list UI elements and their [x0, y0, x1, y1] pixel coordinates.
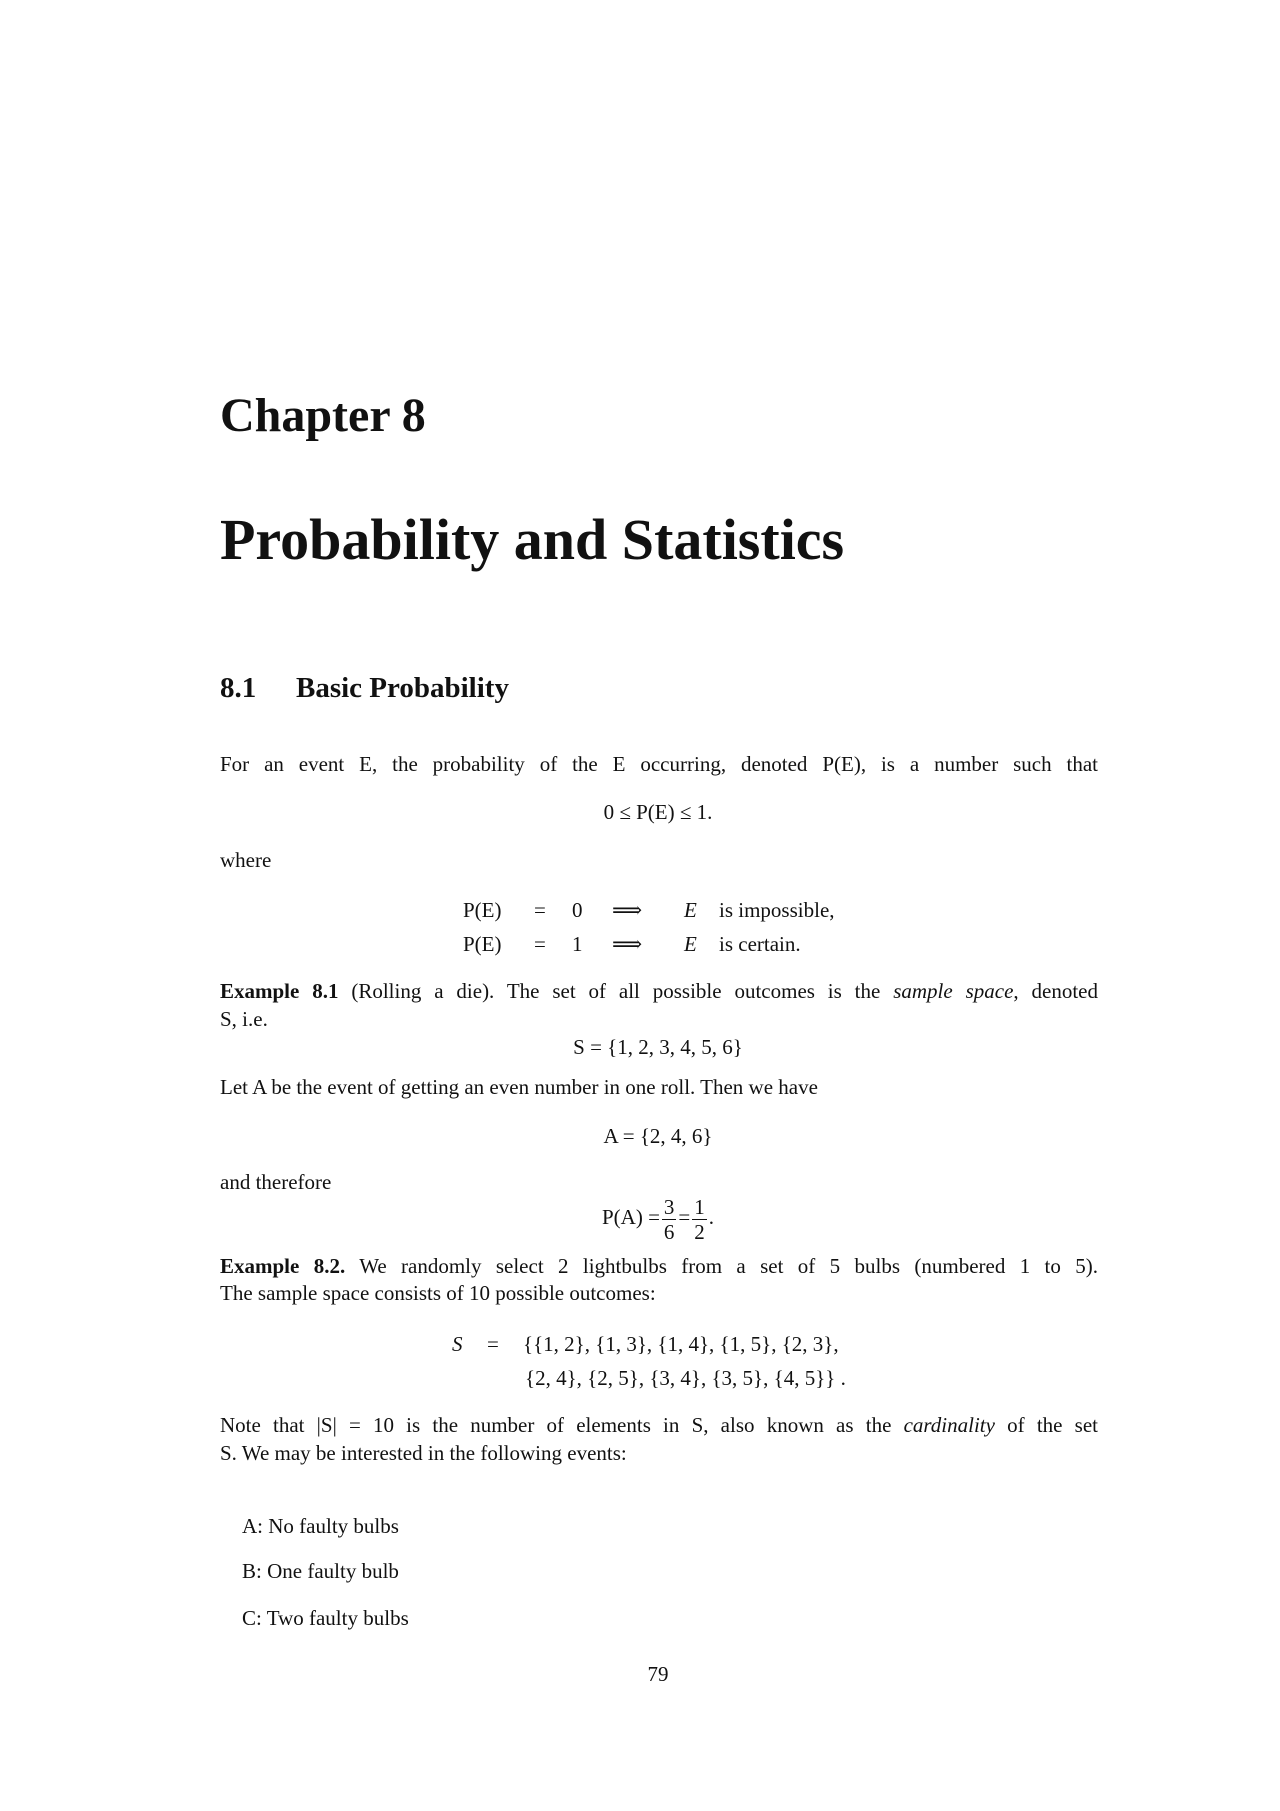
- implies-symbol: ⟹: [612, 932, 643, 956]
- event-label: C:: [242, 1606, 262, 1630]
- equation-probability-a: P(A) = 3 6 = 1 2.: [601, 1194, 715, 1244]
- denominator: 6: [663, 1219, 675, 1244]
- numerator: 1: [692, 1194, 707, 1220]
- event-text: Two faulty bulbs: [266, 1606, 409, 1630]
- case-lhs: P(E): [463, 898, 502, 922]
- term-cardinality: cardinality: [903, 1413, 995, 1437]
- example-label: Example 8.2.: [220, 1254, 346, 1278]
- example-8-1-line1: Example 8.1 (Rolling a die). The set of …: [220, 977, 1098, 1005]
- chapter-label: Chapter 8: [220, 389, 426, 442]
- event-a-text: Let A be the event of getting an even nu…: [220, 1075, 818, 1099]
- example-8-2-line1: Example 8.2. We randomly select 2 lightb…: [220, 1252, 1098, 1280]
- case-val: 1: [572, 932, 583, 956]
- eq-lhs: P(A) =: [601, 1205, 660, 1229]
- section-heading: 8.1 Basic Probability: [220, 672, 509, 705]
- section-title: Basic Probability: [296, 672, 509, 704]
- set-s-row2: {2, 4}, {2, 5}, {3, 4}, {3, 5}, {4, 5}} …: [525, 1366, 846, 1390]
- chapter-title: Probability and Statistics: [220, 507, 845, 572]
- term-sample-space: sample space: [893, 979, 1014, 1003]
- event-label: A:: [242, 1514, 263, 1538]
- case-var: E: [684, 932, 697, 956]
- example-8-2-line2: The sample space consists of 10 possible…: [220, 1281, 656, 1305]
- example-label: Example 8.1: [220, 979, 339, 1003]
- set-s-lhs: S: [452, 1332, 463, 1356]
- denominator: 2: [694, 1219, 705, 1244]
- implies-symbol: ⟹: [612, 898, 643, 922]
- note-text: of the set: [1007, 1413, 1098, 1437]
- case-eq: =: [534, 932, 546, 956]
- equation-sample-space: S = {1, 2, 3, 4, 5, 6}: [573, 1035, 743, 1059]
- set-s-row1: {{1, 2}, {1, 3}, {1, 4}, {1, 5}, {2, 3},: [523, 1332, 839, 1356]
- example-text: The set of all possible outcomes is the: [506, 979, 881, 1003]
- event-text: No faulty bulbs: [268, 1514, 399, 1538]
- event-item: C: Two faulty bulbs: [242, 1604, 409, 1632]
- event-label: B:: [242, 1559, 262, 1583]
- case-text: is certain.: [719, 932, 801, 956]
- case-text: is impossible,: [719, 898, 835, 922]
- therefore-text: and therefore: [220, 1170, 332, 1194]
- set-s-eq: =: [487, 1332, 499, 1356]
- event-text: One faulty bulb: [267, 1559, 399, 1583]
- example-8-1-line2: S, i.e.: [220, 1007, 268, 1031]
- where-text: where: [220, 848, 272, 872]
- example-text: We randomly select 2 lightbulbs from a s…: [359, 1254, 1098, 1278]
- note-line2: S. We may be interested in the following…: [220, 1441, 627, 1465]
- page-number: 79: [647, 1662, 669, 1686]
- example-paren: (Rolling a die).: [351, 979, 495, 1003]
- case-eq: =: [534, 898, 546, 922]
- section-number: 8.1: [220, 672, 257, 704]
- paragraph-definition: For an event E, the probability of the E…: [220, 752, 1098, 776]
- note-text: Note that |S| = 10 is the number of elem…: [220, 1413, 892, 1437]
- event-item: B: One faulty bulb: [242, 1557, 399, 1585]
- case-val: 0: [572, 898, 583, 922]
- note-line1: Note that |S| = 10 is the number of elem…: [220, 1411, 1098, 1439]
- numerator: 3: [661, 1194, 677, 1220]
- equation-event-a: A = {2, 4, 6}: [603, 1124, 713, 1148]
- example-text: , denoted: [1013, 979, 1099, 1003]
- event-item: A: No faulty bulbs: [242, 1512, 399, 1540]
- equation-bounds: 0 ≤ P(E) ≤ 1.: [603, 800, 713, 824]
- case-var: E: [684, 898, 697, 922]
- case-lhs: P(E): [463, 932, 502, 956]
